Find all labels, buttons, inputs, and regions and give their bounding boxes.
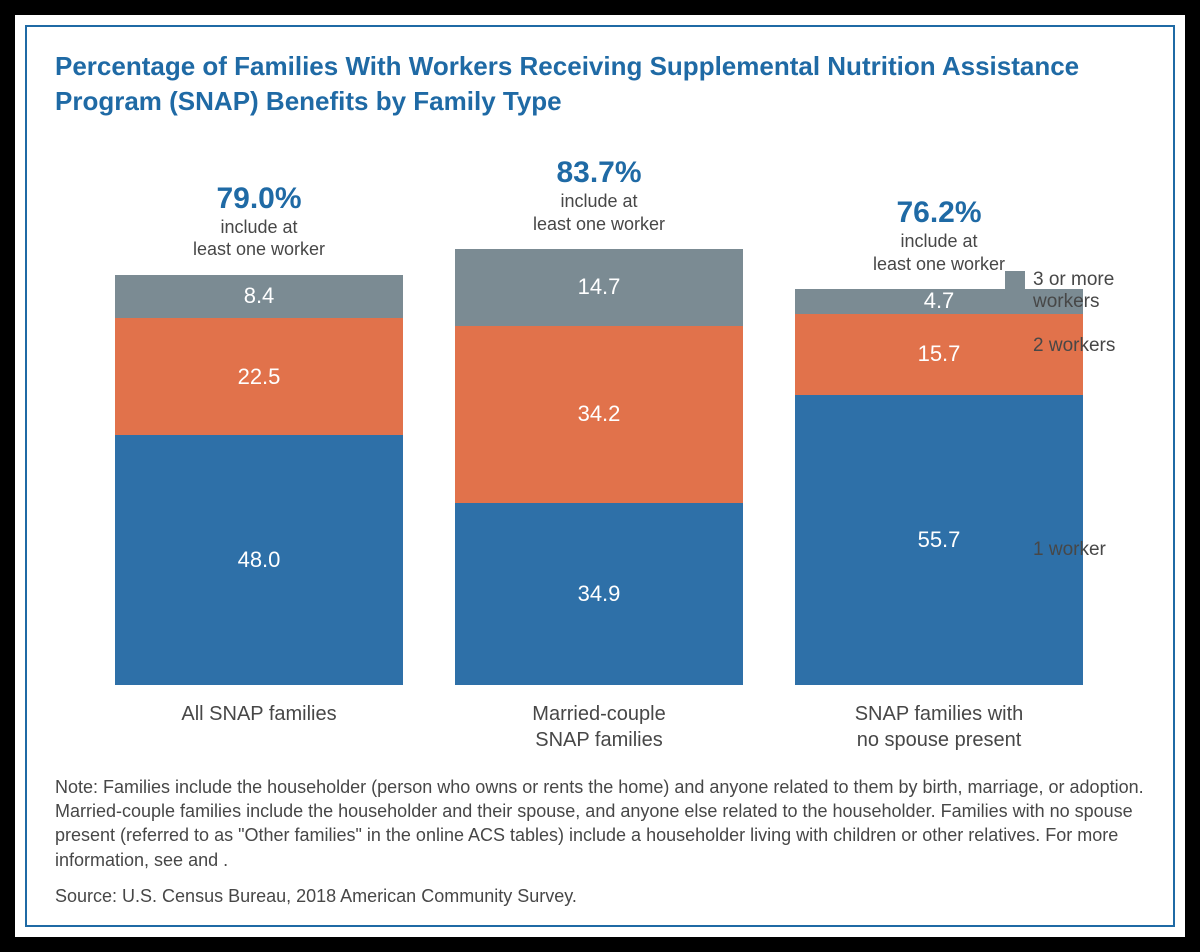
legend-label-2: 1 worker <box>1033 539 1106 561</box>
bar-col-1: 83.7% include atleast one worker 34.9 34… <box>455 156 743 685</box>
total-pct-1: 83.7% <box>556 156 641 190</box>
bar-stack-1: 34.9 34.2 14.7 <box>455 249 743 685</box>
total-sub-2: include atleast one worker <box>873 230 1005 275</box>
legend-swatch-0 <box>1005 271 1025 291</box>
legend: 3 or moreworkers 2 workers 1 worker <box>1005 269 1145 583</box>
outer-frame: Percentage of Families With Workers Rece… <box>15 15 1185 937</box>
total-pct-2: 76.2% <box>896 196 981 230</box>
seg-1-1: 34.2 <box>455 326 743 504</box>
legend-item-1: 2 workers <box>1005 335 1145 357</box>
seg-0-1: 22.5 <box>115 318 403 435</box>
legend-label-1: 2 workers <box>1033 335 1115 357</box>
legend-item-2: 1 worker <box>1005 539 1145 561</box>
stacked-bar-chart: 79.0% include atleast one worker 48.0 22… <box>55 129 1145 685</box>
seg-0-2: 8.4 <box>115 275 403 319</box>
footnote: Note: Families include the householder (… <box>55 775 1145 872</box>
x-axis-labels: All SNAP families Married-coupleSNAP fam… <box>55 685 1145 757</box>
legend-item-0: 3 or moreworkers <box>1005 269 1145 313</box>
legend-label-0: 3 or moreworkers <box>1033 269 1114 313</box>
x-label-1: Married-coupleSNAP families <box>455 701 743 757</box>
seg-1-0: 34.9 <box>455 503 743 684</box>
bar-stack-0: 48.0 22.5 8.4 <box>115 275 403 685</box>
x-label-0: All SNAP families <box>115 701 403 757</box>
total-pct-0: 79.0% <box>216 182 301 216</box>
legend-swatch-1 <box>1005 337 1025 357</box>
chart-title: Percentage of Families With Workers Rece… <box>55 49 1145 119</box>
chart-card: Percentage of Families With Workers Rece… <box>25 25 1175 927</box>
legend-swatch-2 <box>1005 541 1025 561</box>
source-line: Source: U.S. Census Bureau, 2018 America… <box>55 886 1145 907</box>
total-sub-1: include atleast one worker <box>533 190 665 235</box>
seg-0-0: 48.0 <box>115 435 403 685</box>
x-label-2: SNAP families withno spouse present <box>795 701 1083 757</box>
total-sub-0: include atleast one worker <box>193 216 325 261</box>
seg-1-2: 14.7 <box>455 249 743 325</box>
bar-col-0: 79.0% include atleast one worker 48.0 22… <box>115 182 403 685</box>
